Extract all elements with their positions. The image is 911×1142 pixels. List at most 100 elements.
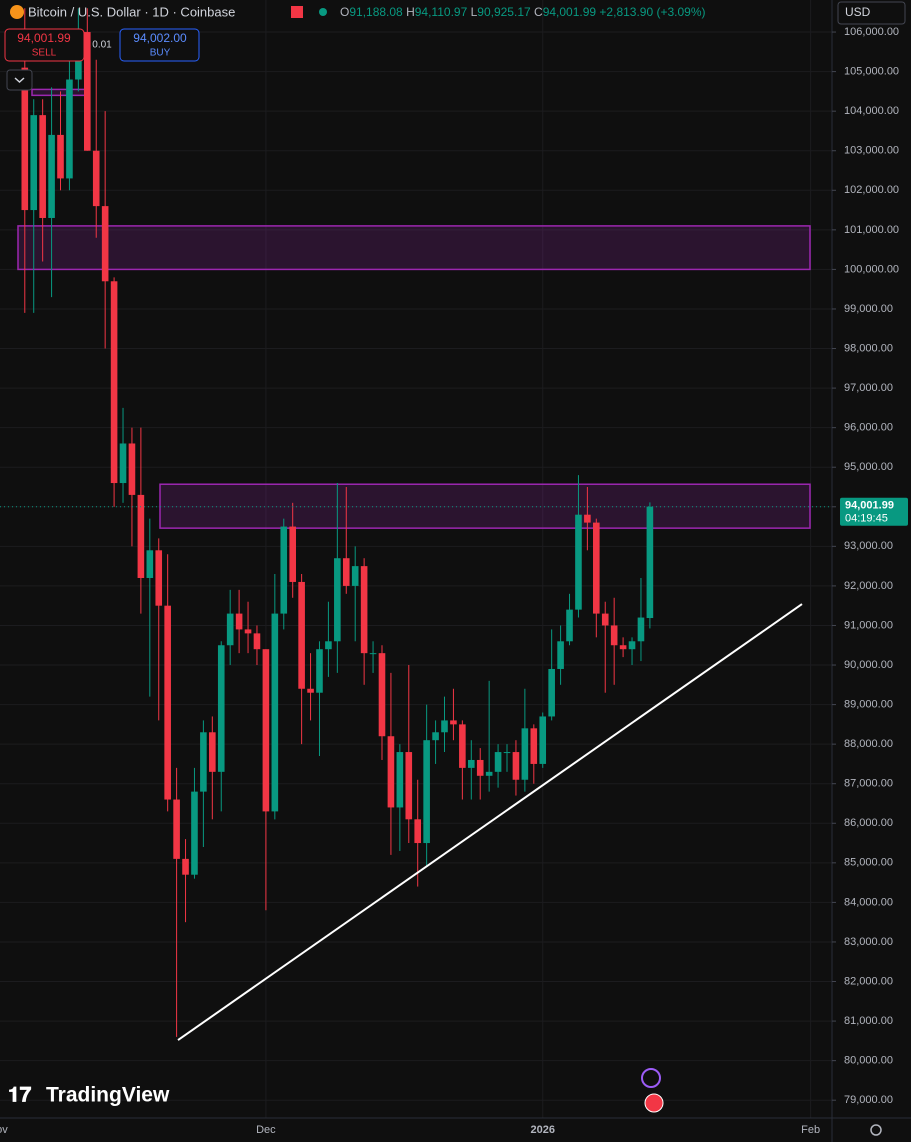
buy-button[interactable] bbox=[119, 28, 200, 62]
candle-body bbox=[289, 526, 296, 582]
change: +2,813.90 (+3.09%) bbox=[599, 5, 705, 19]
zone bbox=[17, 225, 811, 271]
y-tick-label: 99,000.00 bbox=[844, 303, 893, 315]
economic-event-icon[interactable] bbox=[644, 1093, 664, 1113]
y-tick-label: 85,000.00 bbox=[844, 857, 893, 869]
o-value: 91,188.08 bbox=[349, 5, 403, 19]
candle-body bbox=[253, 633, 261, 650]
candle-body bbox=[342, 558, 350, 586]
candle-body bbox=[137, 494, 145, 578]
candle-body bbox=[155, 550, 163, 606]
events-icon[interactable] bbox=[641, 1068, 661, 1088]
zone bbox=[31, 88, 89, 97]
candle-body bbox=[217, 645, 225, 772]
candle-body bbox=[512, 752, 520, 780]
collapse-button[interactable] bbox=[6, 69, 33, 91]
o-key: O bbox=[340, 5, 349, 19]
candle-body bbox=[48, 134, 55, 218]
candle-body bbox=[92, 150, 100, 207]
y-tick-label: 86,000.00 bbox=[844, 817, 893, 829]
candle-body bbox=[575, 514, 582, 610]
brand: TradingView bbox=[46, 1084, 170, 1107]
y-tick-label: 90,000.00 bbox=[844, 659, 893, 671]
y-tick-label: 104,000.00 bbox=[844, 105, 899, 117]
sell-price: 94,001.99 bbox=[17, 31, 71, 45]
candle-body bbox=[280, 526, 288, 614]
y-tick-label: 87,000.00 bbox=[844, 778, 893, 790]
candle-body bbox=[557, 641, 564, 669]
candle-body bbox=[467, 759, 475, 768]
candle-body bbox=[566, 609, 573, 642]
candle-body bbox=[271, 613, 279, 812]
candle-body bbox=[146, 550, 154, 578]
candle-body bbox=[316, 649, 323, 693]
candle-body bbox=[325, 641, 332, 650]
price-axis: 79,000.00 80,000.00 81,000.00 82,000.00 83,0… bbox=[832, 26, 908, 1106]
sell-button[interactable] bbox=[4, 28, 85, 62]
countdown: 04:19:45 bbox=[845, 513, 888, 525]
market-status bbox=[319, 8, 327, 16]
grid bbox=[0, 0, 832, 1118]
candle-body bbox=[84, 32, 91, 151]
x-tick-label: Dec bbox=[256, 1124, 276, 1136]
flag-icon[interactable] bbox=[291, 6, 303, 18]
y-tick-label: 103,000.00 bbox=[844, 145, 899, 157]
currency: USD bbox=[845, 5, 871, 19]
c-value: 94,001.99 bbox=[543, 5, 597, 19]
candle-body bbox=[387, 736, 395, 808]
candle-body bbox=[235, 613, 243, 630]
candle-body bbox=[360, 566, 368, 654]
candle-body bbox=[450, 720, 457, 725]
settings-icon[interactable] bbox=[870, 1124, 882, 1136]
candle-body bbox=[30, 115, 38, 211]
candle-body bbox=[209, 732, 216, 772]
candle-body bbox=[173, 799, 180, 859]
candle-body bbox=[610, 625, 618, 646]
x-tick-label: Feb bbox=[801, 1124, 820, 1136]
tv-logo-mark: 𝟏𝟕 bbox=[8, 1084, 32, 1107]
y-tick-label: 93,000.00 bbox=[844, 540, 893, 552]
last-price-box bbox=[840, 497, 908, 526]
candle-body bbox=[351, 566, 359, 586]
candle-body bbox=[548, 668, 555, 717]
currency-button[interactable] bbox=[837, 1, 906, 25]
candle-body bbox=[494, 752, 502, 772]
sell-label: SELL bbox=[32, 48, 57, 59]
y-tick-label: 88,000.00 bbox=[844, 738, 893, 750]
candle-body bbox=[423, 740, 430, 844]
candle-body bbox=[119, 443, 127, 484]
y-tick-label: 83,000.00 bbox=[844, 936, 893, 948]
y-tick-label: 100,000.00 bbox=[844, 263, 899, 275]
y-tick-label: 92,000.00 bbox=[844, 580, 893, 592]
candle-body bbox=[503, 752, 511, 754]
y-tick-label: 84,000.00 bbox=[844, 896, 893, 908]
y-tick-label: 96,000.00 bbox=[844, 422, 893, 434]
candle-body bbox=[593, 522, 600, 614]
chevron-icon bbox=[14, 77, 25, 84]
symbol-title[interactable]: Bitcoin / U.S. Dollar · 1D · Coinbase bbox=[28, 4, 235, 19]
y-tick-label: 80,000.00 bbox=[844, 1055, 893, 1067]
y-tick-label: 82,000.00 bbox=[844, 975, 893, 987]
candle-body bbox=[334, 558, 341, 642]
btc-icon bbox=[10, 5, 24, 19]
buy-price: 94,002.00 bbox=[133, 31, 187, 45]
l-value: 90,925.17 bbox=[477, 5, 531, 19]
candle-body bbox=[244, 629, 252, 634]
candle-body bbox=[307, 688, 314, 693]
ohlc-legend: O91,188.08 H94,110.97 L90,925.17 C94,001… bbox=[340, 5, 706, 19]
zone bbox=[159, 483, 811, 529]
y-tick-label: 97,000.00 bbox=[844, 382, 893, 394]
candle-body bbox=[619, 645, 627, 650]
candle-body bbox=[646, 506, 654, 619]
candle-body bbox=[226, 613, 234, 646]
candle-body bbox=[66, 79, 73, 179]
y-tick-label: 101,000.00 bbox=[844, 224, 899, 236]
trendline bbox=[177, 603, 803, 1041]
spread: 0.01 bbox=[92, 40, 112, 51]
h-value: 94,110.97 bbox=[415, 5, 468, 19]
candle-body bbox=[459, 724, 466, 768]
x-tick-label: Nov bbox=[0, 1124, 8, 1136]
candle-body bbox=[584, 514, 591, 523]
